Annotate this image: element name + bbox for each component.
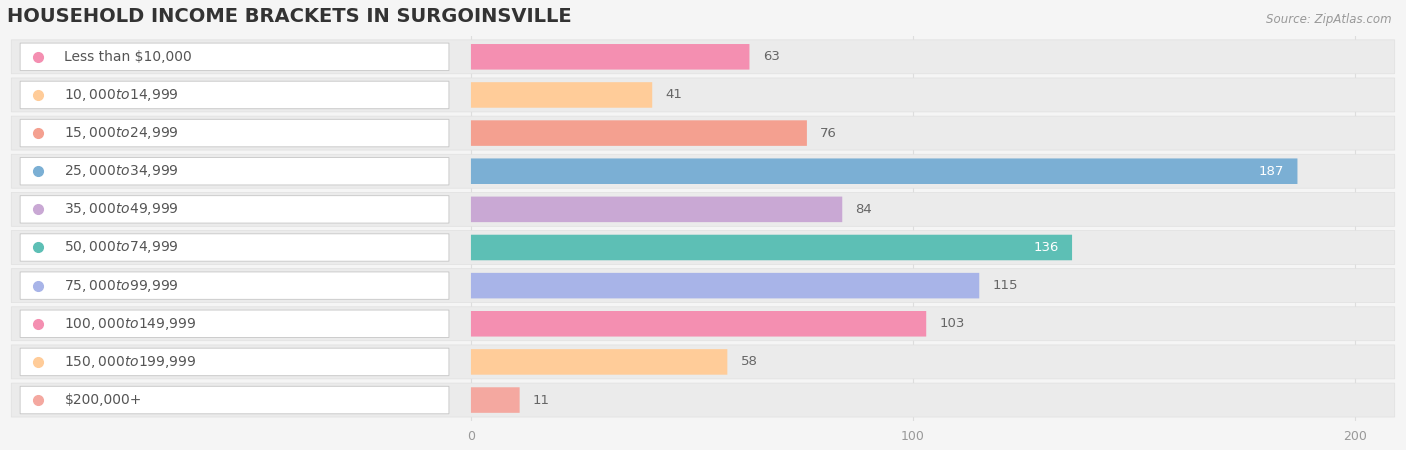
- Text: $200,000+: $200,000+: [65, 393, 142, 407]
- Text: $50,000 to $74,999: $50,000 to $74,999: [65, 239, 179, 256]
- FancyBboxPatch shape: [20, 234, 449, 261]
- Text: 58: 58: [741, 356, 758, 369]
- FancyBboxPatch shape: [471, 44, 749, 70]
- Text: 115: 115: [993, 279, 1018, 292]
- FancyBboxPatch shape: [20, 386, 449, 414]
- FancyBboxPatch shape: [471, 82, 652, 108]
- FancyBboxPatch shape: [471, 158, 1298, 184]
- Text: 11: 11: [533, 394, 550, 406]
- FancyBboxPatch shape: [11, 116, 1395, 150]
- FancyBboxPatch shape: [471, 311, 927, 337]
- FancyBboxPatch shape: [11, 78, 1395, 112]
- Text: 76: 76: [820, 126, 837, 140]
- Text: HOUSEHOLD INCOME BRACKETS IN SURGOINSVILLE: HOUSEHOLD INCOME BRACKETS IN SURGOINSVIL…: [7, 7, 572, 26]
- FancyBboxPatch shape: [20, 310, 449, 338]
- Text: $10,000 to $14,999: $10,000 to $14,999: [65, 87, 179, 103]
- Text: $75,000 to $99,999: $75,000 to $99,999: [65, 278, 179, 294]
- FancyBboxPatch shape: [471, 235, 1071, 260]
- FancyBboxPatch shape: [20, 348, 449, 376]
- Text: 84: 84: [855, 203, 872, 216]
- Text: 136: 136: [1033, 241, 1059, 254]
- Text: 103: 103: [939, 317, 965, 330]
- FancyBboxPatch shape: [20, 272, 449, 299]
- FancyBboxPatch shape: [11, 154, 1395, 188]
- FancyBboxPatch shape: [11, 269, 1395, 302]
- FancyBboxPatch shape: [11, 307, 1395, 341]
- Text: Less than $10,000: Less than $10,000: [65, 50, 193, 64]
- Text: 187: 187: [1258, 165, 1284, 178]
- Text: 63: 63: [762, 50, 779, 63]
- FancyBboxPatch shape: [471, 387, 520, 413]
- FancyBboxPatch shape: [20, 119, 449, 147]
- FancyBboxPatch shape: [11, 230, 1395, 265]
- Text: Source: ZipAtlas.com: Source: ZipAtlas.com: [1267, 14, 1392, 27]
- FancyBboxPatch shape: [471, 120, 807, 146]
- FancyBboxPatch shape: [11, 40, 1395, 74]
- Text: $150,000 to $199,999: $150,000 to $199,999: [65, 354, 197, 370]
- Text: 41: 41: [665, 89, 682, 101]
- FancyBboxPatch shape: [471, 197, 842, 222]
- Text: $100,000 to $149,999: $100,000 to $149,999: [65, 316, 197, 332]
- FancyBboxPatch shape: [20, 158, 449, 185]
- Text: $35,000 to $49,999: $35,000 to $49,999: [65, 201, 179, 217]
- Text: $25,000 to $34,999: $25,000 to $34,999: [65, 163, 179, 179]
- FancyBboxPatch shape: [11, 193, 1395, 226]
- FancyBboxPatch shape: [11, 345, 1395, 379]
- FancyBboxPatch shape: [20, 196, 449, 223]
- FancyBboxPatch shape: [20, 43, 449, 71]
- FancyBboxPatch shape: [20, 81, 449, 109]
- Text: $15,000 to $24,999: $15,000 to $24,999: [65, 125, 179, 141]
- FancyBboxPatch shape: [11, 383, 1395, 417]
- FancyBboxPatch shape: [471, 273, 979, 298]
- FancyBboxPatch shape: [471, 349, 727, 375]
